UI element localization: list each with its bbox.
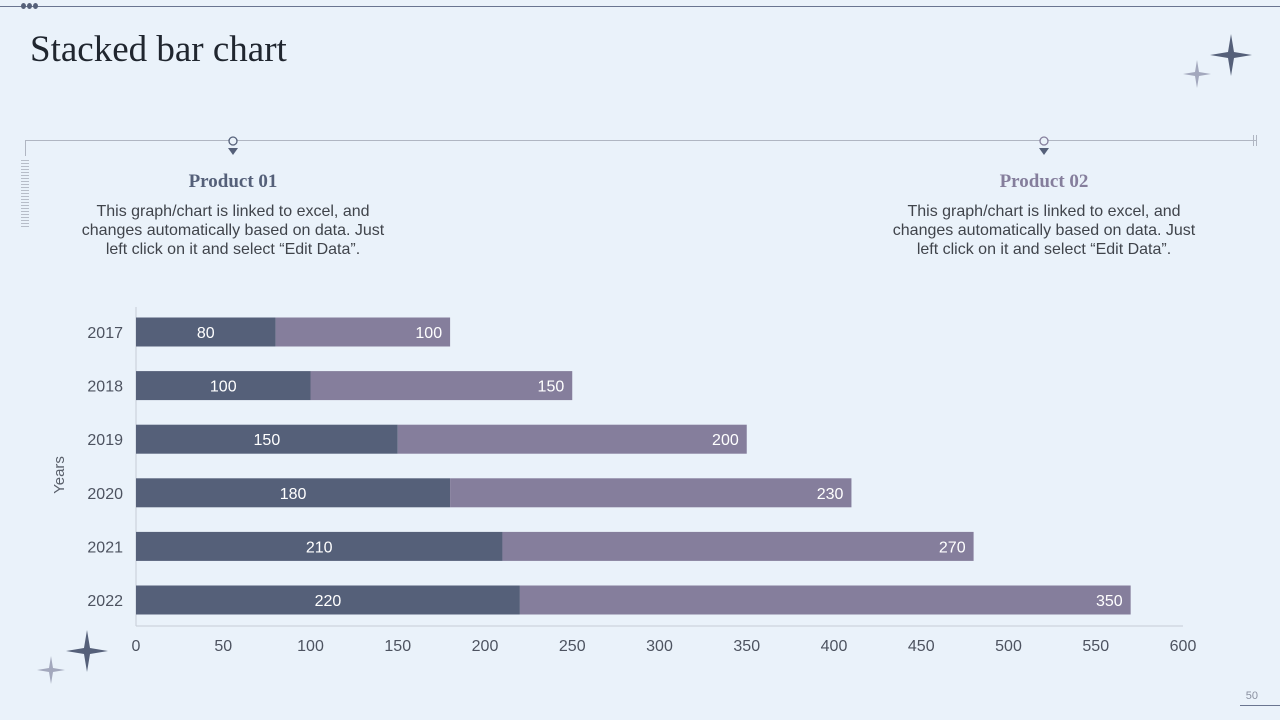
product-02-block: Product 02 This graph/chart is linked to… <box>884 171 1204 259</box>
data-label: 180 <box>280 486 307 503</box>
bar-segment <box>136 371 311 401</box>
product-01-block: Product 01 This graph/chart is linked to… <box>73 171 393 259</box>
y-tick-label: 2017 <box>87 325 123 342</box>
x-tick-label: 150 <box>384 638 411 655</box>
page-number: 50 <box>1245 690 1258 702</box>
page-rule <box>1240 705 1280 706</box>
data-label: 350 <box>1096 593 1123 610</box>
bar-segment <box>450 478 852 508</box>
sparkle-small-icon <box>1183 60 1211 88</box>
sparkle-large-icon <box>66 630 108 672</box>
product-02-title: Product 02 <box>999 171 1089 192</box>
y-tick-label: 2019 <box>87 432 123 449</box>
data-label: 270 <box>939 539 966 556</box>
bar-segment <box>397 424 747 454</box>
product-01-description: This graph/chart is linked to excel, and… <box>81 203 385 258</box>
timeline-end-tick <box>1253 135 1254 146</box>
data-label: 220 <box>315 593 342 610</box>
x-tick-label: 450 <box>908 638 935 655</box>
page-title: Stacked bar chart <box>30 29 287 70</box>
timeline-left-tick <box>25 140 26 156</box>
x-tick-label: 300 <box>646 638 673 655</box>
timeline-end-tick <box>1256 135 1257 146</box>
x-tick-label: 600 <box>1170 638 1197 655</box>
bar-segment <box>136 424 398 454</box>
bar-segment <box>136 478 451 508</box>
bar-segment <box>275 317 451 347</box>
y-tick-label: 2021 <box>87 539 123 556</box>
bar-segment <box>519 585 1131 615</box>
data-label: 100 <box>415 325 442 342</box>
y-axis-label: Years <box>51 456 68 494</box>
pin-marker-icon <box>228 136 238 155</box>
x-tick-label: 350 <box>733 638 760 655</box>
bar-segment <box>136 585 520 615</box>
data-label: 210 <box>306 539 333 556</box>
hatch-decoration <box>21 160 29 228</box>
data-label: 80 <box>197 325 215 342</box>
bar-segment <box>502 531 974 561</box>
data-label: 200 <box>712 432 739 449</box>
x-tick-label: 0 <box>132 638 141 655</box>
bar-segment <box>136 317 276 347</box>
y-tick-label: 2022 <box>87 593 123 610</box>
x-tick-label: 250 <box>559 638 586 655</box>
data-label: 230 <box>817 486 844 503</box>
sparkle-large-icon <box>1210 34 1252 76</box>
data-label: 150 <box>538 379 565 396</box>
x-tick-label: 50 <box>214 638 232 655</box>
bar-segment <box>310 371 573 401</box>
top-rule <box>0 6 1280 7</box>
data-label: 150 <box>254 432 281 449</box>
x-tick-label: 100 <box>297 638 324 655</box>
sparkle-small-icon <box>37 656 65 684</box>
top-dots-decoration <box>21 3 38 9</box>
x-tick-label: 400 <box>821 638 848 655</box>
x-tick-label: 500 <box>995 638 1022 655</box>
timeline-line <box>25 140 1257 141</box>
y-tick-label: 2018 <box>87 379 123 396</box>
product-02-description: This graph/chart is linked to excel, and… <box>892 203 1196 258</box>
product-01-title: Product 01 <box>188 171 278 192</box>
data-label: 100 <box>210 379 237 396</box>
x-tick-label: 550 <box>1082 638 1109 655</box>
bar-segment <box>136 531 503 561</box>
y-tick-label: 2020 <box>87 486 123 503</box>
pin-marker-icon <box>1039 136 1049 155</box>
x-tick-label: 200 <box>472 638 499 655</box>
